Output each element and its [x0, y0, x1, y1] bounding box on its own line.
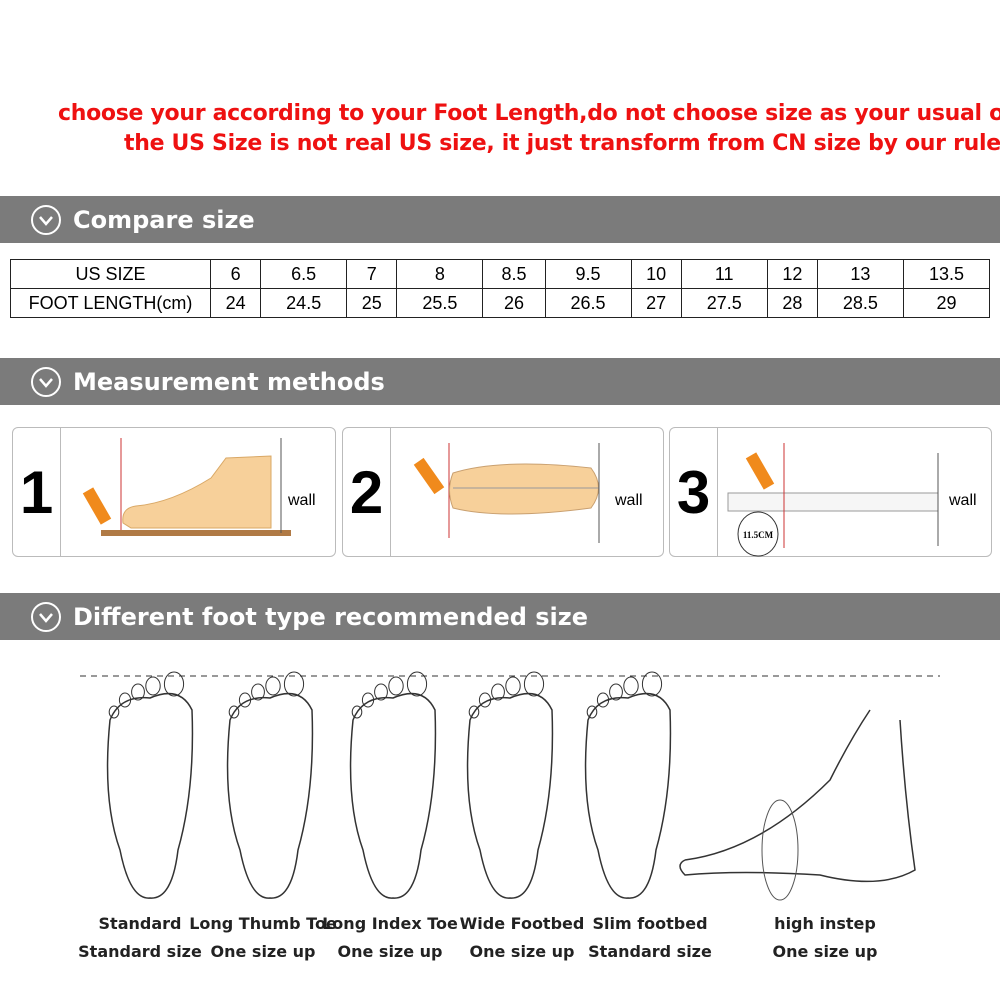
table-row: US SIZE 6 6.5 7 8 8.5 9.5 10 11 12 13 13.5 [10, 259, 991, 289]
us-size-cell: 13.5 [902, 259, 991, 289]
foot-length-cell: 25.5 [396, 288, 484, 318]
method-panel-3: 3 11.5CM wall [669, 427, 992, 557]
recommended-size-label: One size up [469, 942, 575, 961]
measure-label: 11.5CM [743, 530, 774, 540]
foot-length-cell: 24 [209, 288, 262, 318]
section-title: Different foot type recommended size [73, 602, 589, 631]
chevron-down-icon [31, 366, 61, 397]
step-number: 2 [343, 428, 391, 556]
step-number: 3 [670, 428, 718, 556]
foot-length-cell: 29 [902, 288, 991, 318]
foot-length-cell: 25 [346, 288, 398, 318]
us-size-cell: 9.5 [544, 259, 632, 289]
pencil-icon [745, 452, 775, 490]
us-size-cell: 8.5 [482, 259, 546, 289]
wall-label: wall [288, 492, 316, 509]
size-table: US SIZE 6 6.5 7 8 8.5 9.5 10 11 12 13 13.5 FOOT LEN… [10, 259, 991, 318]
foot-type-label: Long Index Toe [322, 914, 458, 933]
foot-outline-icon [584, 671, 672, 899]
foot-length-cell: 27 [630, 288, 682, 318]
foot-outline-icon [349, 671, 437, 899]
foot-type-label: Standard [98, 914, 182, 933]
foot-length-cell: 26 [482, 288, 546, 318]
foot-outline-icon [106, 671, 194, 899]
foot-outline-icon [466, 671, 554, 899]
foot-type-label: high instep [774, 914, 876, 933]
pencil-icon [413, 457, 445, 495]
foot-length-cell: 24.5 [260, 288, 348, 318]
wall-label: wall [949, 492, 977, 509]
section-header-compare: Compare size [0, 196, 1000, 243]
recommended-size-label: Standard size [588, 942, 712, 961]
us-size-cell: 8 [396, 259, 484, 289]
step-number: 1 [13, 428, 61, 556]
us-size-cell: 10 [630, 259, 682, 289]
foot-type-label: Long Thumb Toe [189, 914, 337, 933]
ruler-measure-illustration: 11.5CM [727, 443, 939, 557]
recommended-size-label: Standard size [78, 942, 202, 961]
recommended-size-label: One size up [772, 942, 878, 961]
recommended-size-label: One size up [210, 942, 316, 961]
section-title: Measurement methods [73, 367, 385, 396]
section-header-measurement: Measurement methods [0, 358, 1000, 405]
foot-length-cell: 28.5 [816, 288, 904, 318]
pencil-icon [82, 487, 112, 525]
side-foot-high-instep-icon [679, 709, 916, 901]
foot-length-cell: 27.5 [680, 288, 768, 318]
foot-type-label: Slim footbed [592, 914, 708, 933]
section-header-foot-types: Different foot type recommended size [0, 593, 1000, 640]
chevron-down-icon [31, 601, 61, 632]
us-size-cell: 13 [816, 259, 904, 289]
top-foot-measure-illustration [413, 443, 600, 543]
ruler-icon [727, 492, 939, 512]
us-size-cell: 11 [680, 259, 768, 289]
row-header: US SIZE [10, 259, 211, 289]
wall-label: wall [615, 492, 643, 509]
us-size-cell: 12 [766, 259, 818, 289]
us-size-cell: 6.5 [260, 259, 348, 289]
table-row: FOOT LENGTH(cm) 24 24.5 25 25.5 26 26.5 27 27.5 2… [10, 288, 991, 318]
notice-line-1: choose your according to your Foot Lengt… [58, 101, 1000, 126]
foot-outline-icon [226, 671, 314, 899]
row-header: FOOT LENGTH(cm) [10, 288, 211, 318]
method-panel-1: 1 wall [12, 427, 336, 557]
foot-types-illustration [80, 671, 940, 901]
foot-length-cell: 28 [766, 288, 818, 318]
foot-length-cell: 26.5 [544, 288, 632, 318]
section-title: Compare size [73, 205, 255, 234]
us-size-cell: 7 [346, 259, 398, 289]
side-foot-measure-illustration [82, 438, 291, 536]
notice-line-2: the US Size is not real US size, it just… [124, 131, 1000, 156]
us-size-cell: 6 [209, 259, 262, 289]
method-panel-2: 2 wall [342, 427, 664, 557]
recommended-size-label: One size up [337, 942, 443, 961]
chevron-down-icon [31, 204, 61, 235]
foot-type-label: Wide Footbed [459, 914, 585, 933]
